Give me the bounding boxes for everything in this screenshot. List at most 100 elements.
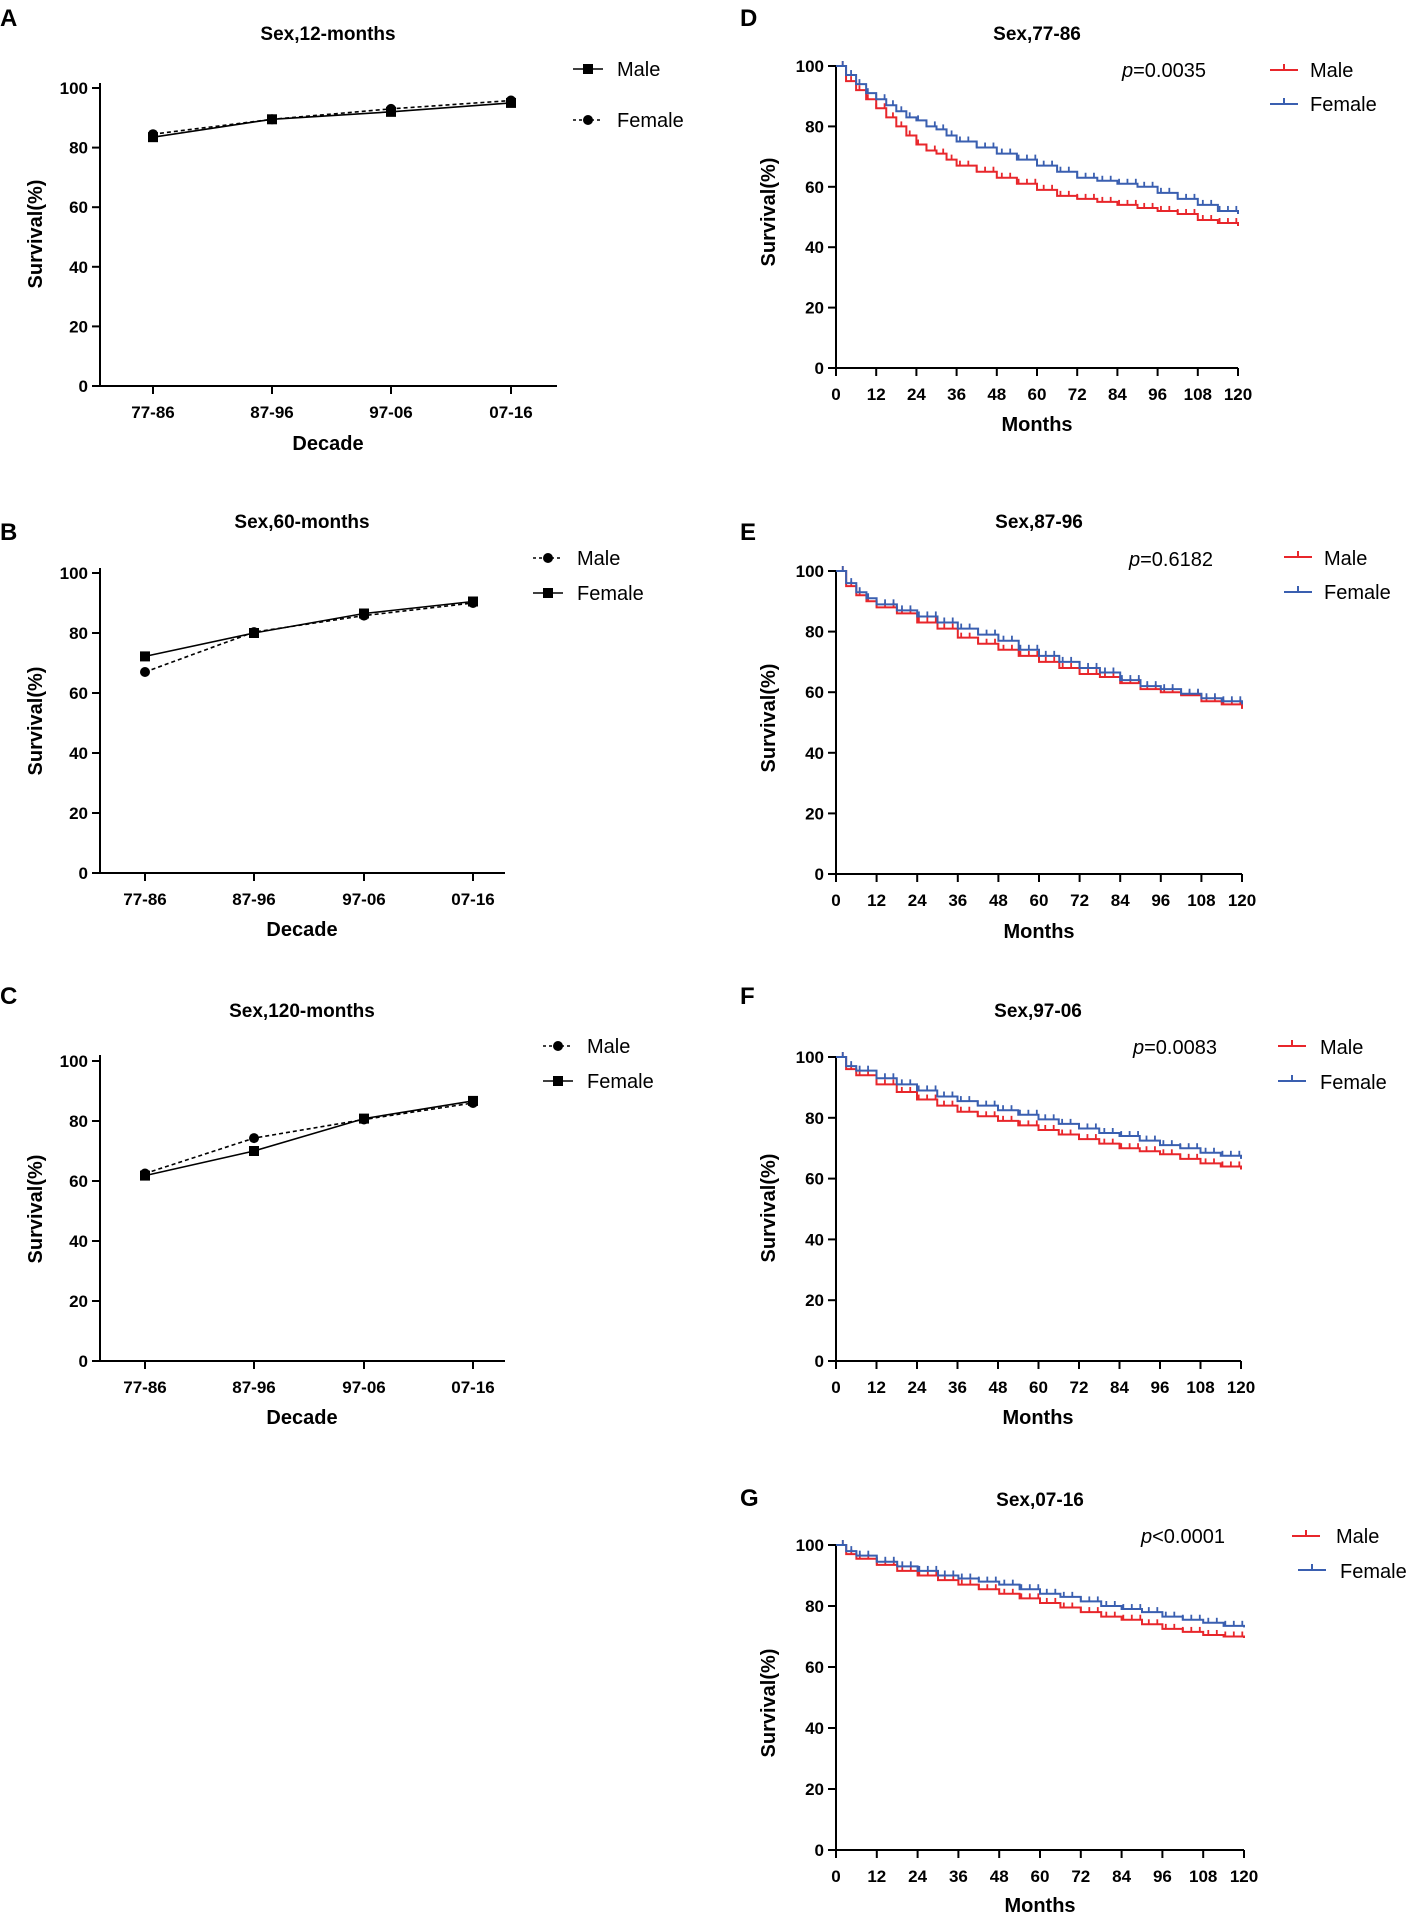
y-tick-label: 0 <box>815 865 824 884</box>
y-tick-label: 80 <box>805 117 824 136</box>
y-axis-label: Survival(%) <box>25 180 47 289</box>
panel-letter-c: C <box>0 983 17 1010</box>
x-tick-label: 96 <box>1151 1378 1170 1397</box>
survival-curve-male <box>836 65 1239 227</box>
y-ticks: 0 20 40 60 80 100 <box>796 1536 836 1860</box>
y-tick-label: 20 <box>805 299 824 318</box>
y-tick-label: 100 <box>60 1052 88 1071</box>
data-point-female <box>386 103 396 114</box>
x-ticks: 0 12 24 36 48 60 72 84 96 108 120 <box>831 1850 1258 1886</box>
y-tick-label: 100 <box>60 564 88 583</box>
x-tick-label: 84 <box>1108 385 1127 404</box>
legend-marker-female <box>543 588 553 598</box>
x-tick-label: 120 <box>1227 1378 1255 1397</box>
legend-item-male: Male <box>1270 60 1353 82</box>
x-tick-label: 120 <box>1224 385 1252 404</box>
y-axis-label: Survival(%) <box>25 1155 47 1264</box>
y-axis-label: Survival(%) <box>25 667 47 776</box>
panel-letter-e: E <box>740 519 756 546</box>
legend-item-female: Female <box>1278 1072 1387 1094</box>
x-tick-label: 72 <box>1068 385 1087 404</box>
x-axis-label: Decade <box>292 433 363 455</box>
legend-marker-male <box>583 64 593 74</box>
x-tick-label: 12 <box>867 1867 886 1886</box>
x-tick-label: 108 <box>1187 891 1215 910</box>
x-tick-label: 0 <box>831 891 840 910</box>
x-tick-label: 48 <box>990 1867 1009 1886</box>
y-tick-label: 0 <box>79 864 88 883</box>
data-point-female <box>506 95 516 106</box>
x-tick-label: 0 <box>831 1378 840 1397</box>
x-tick-label: 36 <box>947 385 966 404</box>
x-tick-label: 84 <box>1110 1378 1129 1397</box>
x-tick-label: 0 <box>831 1867 840 1886</box>
panel-a-sex-12-months: A Sex,12-months Survival(%) Decade 0 20 40… <box>0 5 684 455</box>
legend-label-male: Male <box>617 59 660 81</box>
y-tick-label: 60 <box>805 1170 824 1189</box>
y-tick-label: 40 <box>805 1230 824 1249</box>
x-tick-label: 48 <box>989 1378 1008 1397</box>
x-tick-label: 60 <box>1031 1867 1050 1886</box>
x-tick-label: 12 <box>867 1378 886 1397</box>
x-tick-label: 108 <box>1189 1867 1217 1886</box>
y-tick-label: 80 <box>805 1597 824 1616</box>
series-group <box>836 61 1239 227</box>
survival-curve-female <box>836 570 1243 705</box>
legend: Male Female <box>1278 1037 1387 1094</box>
y-tick-label: 40 <box>69 258 88 277</box>
x-ticks: 77-86 87-96 97-06 07-16 <box>131 386 533 422</box>
y-tick-label: 0 <box>815 359 824 378</box>
x-tick-label: 24 <box>908 1378 927 1397</box>
x-tick-label: 12 <box>867 891 886 910</box>
legend-marker-male <box>553 1041 563 1051</box>
x-tick-label: 48 <box>989 891 1008 910</box>
legend: Male Female <box>1270 60 1377 116</box>
y-tick-label: 60 <box>69 1172 88 1191</box>
x-ticks: 0 12 24 36 48 60 72 84 96 108 120 <box>831 368 1252 404</box>
series-group <box>836 1052 1242 1170</box>
series-line-female <box>144 1100 474 1177</box>
series-line-female <box>152 99 512 135</box>
y-axis-label: Survival(%) <box>758 158 780 267</box>
x-tick-label: 36 <box>948 891 967 910</box>
x-tick-label: 77-86 <box>123 890 166 909</box>
panel-g-sex-07-16: G Sex,07-16 p<0.0001 Survival(%) Months … <box>740 1485 1407 1914</box>
y-tick-label: 100 <box>60 79 88 98</box>
y-tick-label: 40 <box>805 744 824 763</box>
x-tick-label: 97-06 <box>342 1378 385 1397</box>
x-tick-label: 60 <box>1028 385 1047 404</box>
panel-e-sex-87-96: E Sex,87-96 p=0.6182 Survival(%) Months … <box>740 512 1391 943</box>
y-tick-label: 20 <box>805 1780 824 1799</box>
data-point-female <box>249 1146 259 1156</box>
y-axis-label: Survival(%) <box>758 1649 780 1758</box>
legend: Male Female <box>543 1036 654 1093</box>
legend-label-female: Female <box>1324 582 1391 604</box>
y-tick-label: 80 <box>69 139 88 158</box>
panel-letter-g: G <box>740 1485 759 1512</box>
x-tick-label: 108 <box>1186 1378 1214 1397</box>
x-axis-label: Months <box>1003 921 1074 943</box>
legend-marker-female <box>553 1076 563 1086</box>
legend-label-female: Female <box>1320 1072 1387 1094</box>
x-tick-label: 120 <box>1230 1867 1258 1886</box>
y-tick-label: 100 <box>796 1048 824 1067</box>
y-ticks: 0 20 40 60 80 100 <box>796 1048 836 1371</box>
x-axis-label: Months <box>1001 414 1072 436</box>
y-tick-label: 0 <box>815 1841 824 1860</box>
legend-label-male: Male <box>577 548 620 570</box>
legend: Male Female <box>573 59 684 132</box>
x-axis-label: Months <box>1002 1407 1073 1429</box>
p-symbol: p <box>1140 1526 1152 1548</box>
p-value: p=0.0035 <box>1121 60 1206 82</box>
chart-title: Sex,77-86 <box>993 24 1081 45</box>
series-group <box>836 1540 1245 1639</box>
data-point-female <box>148 129 158 140</box>
data-point-female <box>249 628 259 638</box>
legend-marker-male <box>543 553 553 563</box>
legend: Male Female <box>1284 548 1391 604</box>
y-axis-label: Survival(%) <box>758 664 780 773</box>
series-group <box>148 95 516 143</box>
legend-label-male: Male <box>1310 60 1353 82</box>
panel-letter-d: D <box>740 5 757 32</box>
p-value-text: =0.0035 <box>1133 60 1206 82</box>
